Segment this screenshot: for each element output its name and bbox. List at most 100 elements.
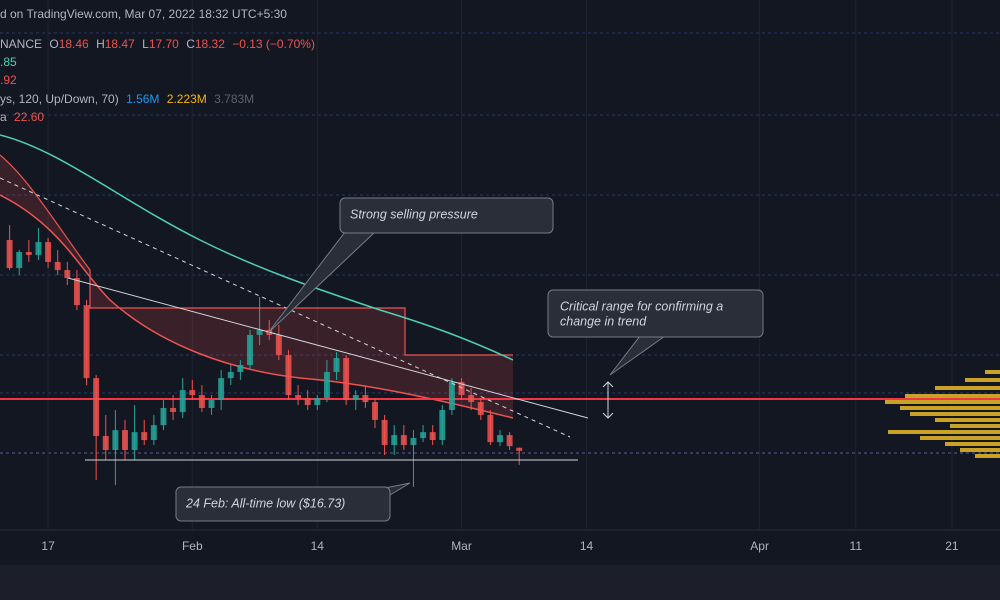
ohlc-value: 17.70 — [149, 37, 179, 51]
candle-body — [179, 390, 186, 413]
candle-body — [45, 242, 52, 262]
candle-body — [439, 409, 446, 441]
change: −0.13 (−0.70%) — [232, 37, 315, 51]
vp-bar — [965, 378, 1000, 382]
candle-body — [314, 398, 321, 406]
candle-body — [141, 432, 148, 441]
candle-body — [237, 365, 244, 373]
callout: Critical range for confirming a change i… — [547, 289, 764, 376]
x-tick-label: Mar — [451, 539, 472, 553]
candle-body — [295, 395, 302, 399]
candle-body — [6, 240, 13, 269]
volume-profile — [885, 370, 1000, 458]
callout: Strong selling pressure — [267, 197, 554, 334]
x-tick-label: 21 — [945, 539, 959, 553]
volume-value: 2.223M — [167, 92, 207, 106]
annotation: Strong selling pressure — [350, 207, 478, 221]
ohlc-key: H — [96, 37, 105, 51]
indicator-value: .92 — [0, 73, 17, 87]
candle-body — [497, 435, 503, 443]
candle-body — [160, 407, 167, 426]
annotation: 24 Feb: All-time low ($16.73) — [185, 496, 345, 510]
candle-body — [35, 242, 42, 255]
indicator-name: a — [0, 110, 7, 124]
candle-body — [112, 430, 119, 450]
candle-body — [506, 435, 513, 447]
vp-bar — [975, 454, 1000, 458]
ohlc-key: C — [186, 37, 195, 51]
vp-bar — [910, 412, 1000, 416]
moving-average-teal — [0, 134, 514, 361]
candle-body — [275, 334, 282, 356]
volume-value: 1.56M — [126, 92, 159, 106]
candle-body — [170, 407, 177, 413]
indicator-name: ys, 120, Up/Down, 70) — [0, 92, 119, 106]
callout: 24 Feb: All-time low ($16.73) — [175, 482, 411, 522]
vp-bar — [960, 448, 1000, 452]
dashed-trendline — [0, 177, 571, 438]
candle-body — [304, 398, 311, 406]
annotation: Critical range for confirming a — [560, 299, 723, 313]
callout-box — [547, 289, 764, 338]
vp-bar — [885, 400, 1000, 404]
candle-body — [256, 329, 263, 335]
candle-body — [131, 432, 138, 450]
candle-body — [208, 400, 215, 408]
arrow-heads — [602, 381, 614, 419]
vp-bar — [935, 386, 1000, 390]
trendline — [67, 277, 589, 419]
candle-body — [102, 435, 109, 450]
candle-body — [227, 372, 234, 379]
candle-body — [362, 395, 369, 403]
candle-body — [420, 432, 427, 439]
volume-value: 3.783M — [214, 92, 254, 106]
vp-bar — [985, 370, 1000, 374]
candle-body — [122, 430, 128, 450]
candle-body — [285, 355, 292, 396]
vp-bar — [935, 418, 1000, 422]
footer-band — [0, 565, 1000, 600]
candle-body — [16, 252, 23, 269]
candle-body — [381, 419, 388, 446]
candle-body — [410, 438, 417, 446]
x-tick-label: 11 — [850, 539, 863, 553]
ma-value: 22.60 — [14, 110, 44, 124]
candle-body — [54, 261, 61, 271]
candle-body — [25, 252, 32, 255]
candle-body — [391, 435, 398, 446]
candle-body — [448, 381, 455, 410]
candle-body — [189, 390, 196, 396]
x-tick-label: Apr — [750, 539, 769, 553]
ohlc-legend: NANCE O18.46 H18.47 L17.70 C18.32 −0.13 … — [0, 37, 315, 51]
ohlc-value: 18.32 — [195, 37, 225, 51]
callout-pointer — [609, 335, 666, 376]
ohlc-value: 18.46 — [59, 37, 89, 51]
band-fill — [0, 155, 513, 418]
candle-body — [64, 270, 71, 278]
candle-body — [93, 378, 100, 436]
vp-bar — [905, 394, 1000, 398]
vp-bar — [888, 430, 1000, 434]
candle-body — [372, 402, 378, 420]
ohlc-key: O — [49, 37, 58, 51]
callout-box — [175, 486, 391, 522]
candle-body — [83, 305, 90, 379]
callout-pointer — [384, 482, 411, 499]
x-tick-label: 14 — [311, 539, 325, 553]
volume-legend: ys, 120, Up/Down, 70) 1.56M 2.223M 3.783… — [0, 92, 254, 106]
x-tick-label: 14 — [580, 539, 594, 553]
vp-bar — [950, 424, 1000, 428]
candle-body — [400, 435, 407, 446]
candle-body — [218, 378, 225, 401]
candles — [6, 225, 523, 487]
indicator-value: .85 — [0, 55, 17, 69]
candle-body — [468, 395, 475, 403]
candle-body — [343, 358, 350, 401]
candle-body — [477, 402, 484, 415]
vp-bar — [920, 436, 1000, 440]
candle-body — [247, 334, 253, 366]
moving-average-red — [0, 194, 514, 419]
candle-body — [458, 381, 465, 396]
candle-body — [73, 277, 80, 306]
